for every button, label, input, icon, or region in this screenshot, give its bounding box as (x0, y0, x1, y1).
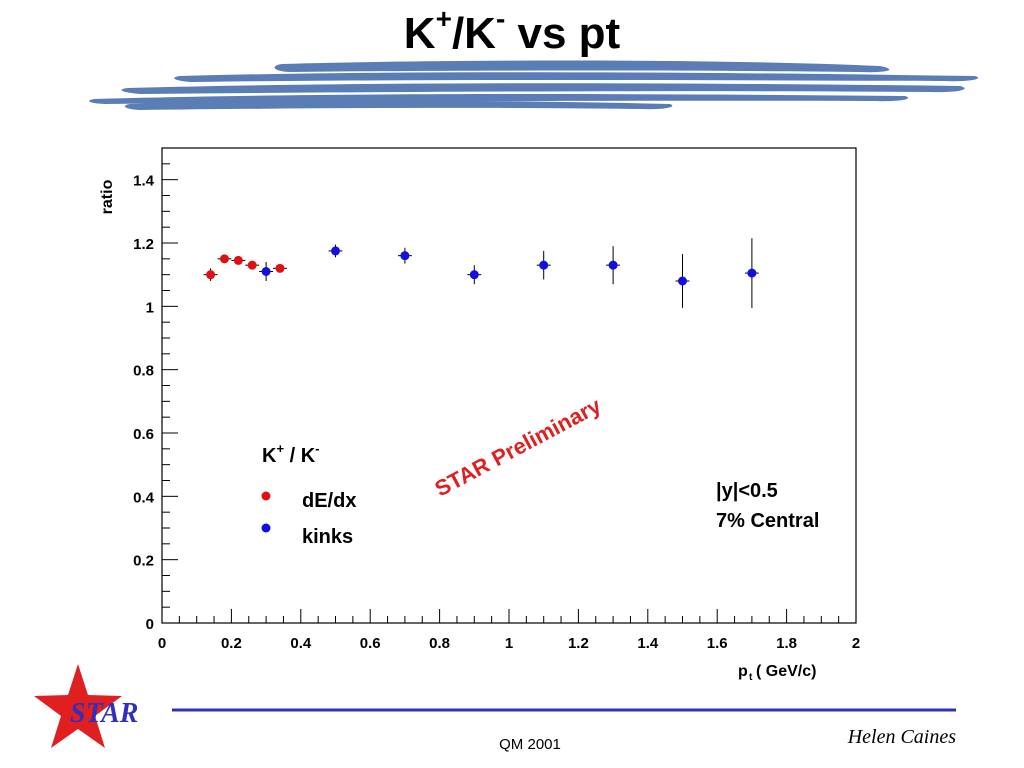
legend-title: K+ / K- (262, 441, 320, 467)
x-axis-title-p: p (738, 663, 748, 680)
x-tick-label: 1.8 (776, 635, 797, 652)
x-tick-label: 1.4 (637, 635, 659, 652)
legend-marker-dedx (261, 491, 271, 501)
y-tick-label: 0.8 (133, 363, 154, 380)
legend-label-dedx: dE/dx (302, 490, 356, 512)
title-sup-plus: + (435, 3, 452, 34)
y-tick-label: 0.2 (133, 553, 154, 570)
title-sup-minus: - (495, 3, 506, 34)
y-tick-labels: 0 0.2 0.4 0.6 0.8 1 1.2 1.4 (133, 173, 155, 633)
data-point-kinks (747, 268, 757, 278)
data-point-kinks (261, 267, 271, 276)
data-points (203, 238, 759, 308)
chart-svg: 0 0.2 0.4 0.6 0.8 1 1.2 1.4 1.6 1.8 2 0 0.2 0.4 0.6 0.… (99, 147, 860, 683)
data-point-kinks (469, 270, 479, 280)
x-axis-title: p t ( GeV/c) (738, 663, 816, 683)
data-point-de-dx (247, 260, 257, 270)
y-tick-label: 0.6 (133, 426, 154, 443)
title-text-k: K (403, 9, 436, 58)
title-text-slash-k: /K (451, 9, 496, 58)
legend-marker-kinks (261, 523, 271, 533)
x-axis (161, 609, 857, 623)
slide-title: K+/K- vs pt (0, 3, 1024, 62)
x-tick-label: 0 (158, 635, 166, 652)
title-brush-stroke (89, 60, 979, 110)
centrality-label: 7% Central (716, 510, 819, 532)
y-tick-label: 1.2 (133, 236, 154, 253)
x-tick-label: 1.6 (707, 635, 728, 652)
star-logo-text: STAR (70, 698, 138, 729)
x-tick-labels: 0 0.2 0.4 0.6 0.8 1 1.2 1.4 1.6 1.8 2 (158, 635, 860, 652)
data-point-de-dx (275, 263, 285, 273)
data-point-kinks (400, 251, 410, 261)
title-text-vs-pt: vs pt (505, 9, 621, 58)
y-tick-label: 1 (146, 299, 154, 316)
rapidity-label: |y|<0.5 (716, 480, 778, 502)
legend-label-kinks: kinks (302, 526, 353, 548)
footer-conference: QM 2001 (499, 736, 561, 753)
x-tick-label: 0.2 (221, 635, 242, 652)
y-axis (162, 147, 178, 624)
x-tick-label: 0.4 (290, 635, 312, 652)
x-axis-title-sub: t (749, 672, 753, 683)
x-tick-label: 1 (505, 635, 513, 652)
data-point-de-dx (233, 255, 243, 265)
data-point-de-dx (219, 254, 229, 264)
x-tick-label: 0.6 (360, 635, 381, 652)
x-axis-title-rest: ( GeV/c) (756, 663, 816, 680)
x-tick-label: 0.8 (429, 635, 450, 652)
data-point-kinks (608, 260, 618, 270)
star-shape-icon (34, 664, 122, 748)
data-point-kinks (539, 260, 549, 270)
y-tick-label: 0 (146, 616, 154, 633)
x-tick-label: 2 (852, 635, 860, 652)
data-point-kinks (331, 246, 340, 256)
data-point-de-dx (206, 270, 216, 280)
data-point-kinks (678, 276, 687, 286)
x-tick-label: 1.2 (568, 635, 589, 652)
y-axis-title: ratio (99, 179, 116, 214)
y-tick-label: 0.4 (133, 489, 155, 506)
footer-author: Helen Caines (847, 726, 956, 748)
y-tick-label: 1.4 (133, 173, 155, 190)
legend: K+ / K- dE/dx kinks (261, 441, 356, 548)
